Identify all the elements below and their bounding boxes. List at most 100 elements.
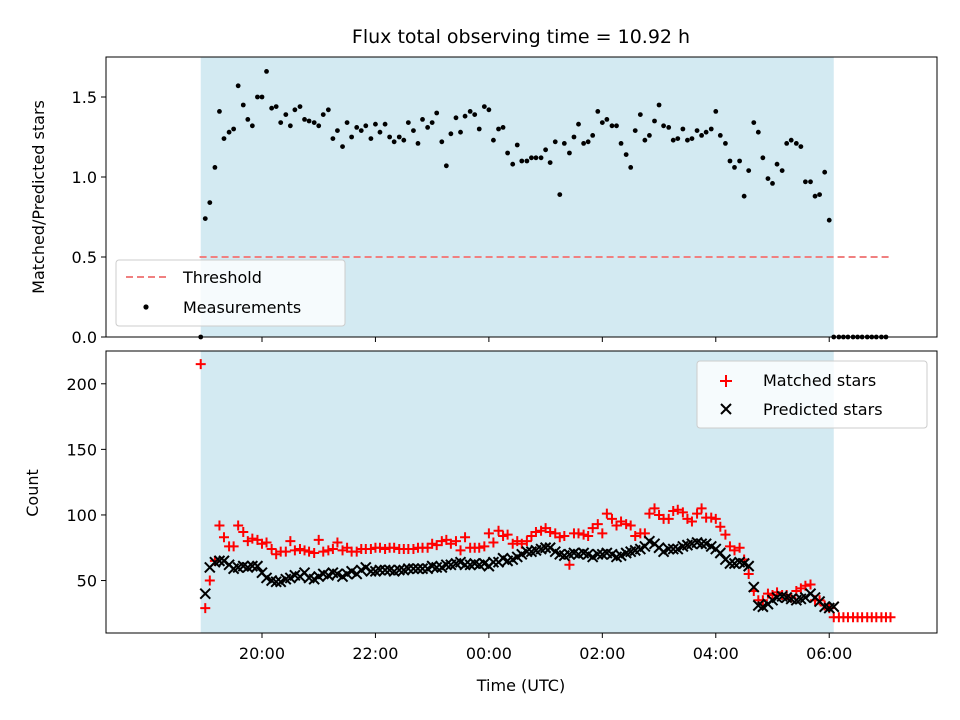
measurement-point — [590, 133, 596, 138]
predicted-star-marker — [662, 543, 675, 555]
measurement-point — [415, 141, 421, 146]
measurement-point — [302, 117, 307, 122]
measurement-point — [779, 168, 785, 174]
measurement-point — [642, 137, 648, 143]
measurement-point — [453, 115, 459, 121]
measurement-point — [623, 152, 629, 158]
matched-star-marker — [285, 536, 296, 547]
matched-star-marker — [332, 537, 343, 548]
measurement-point — [595, 109, 601, 114]
measurement-point — [505, 150, 511, 156]
top-axes-frame — [105, 56, 938, 338]
matched-star-marker — [455, 545, 466, 556]
top-y-tick-label: 1.0 — [72, 168, 97, 187]
matched-star-marker — [710, 513, 721, 524]
predicted-star-marker — [402, 563, 415, 575]
measurement-point — [377, 129, 383, 135]
measurement-point — [496, 126, 501, 132]
measurement-point — [316, 123, 322, 129]
top-panel: 0.0 0.5 1.0 1.5 Matched/Predicted stars Thr… — [29, 56, 938, 347]
top-legend: Threshold Measurements — [115, 259, 346, 327]
matched-star-marker — [374, 542, 385, 553]
predicted-star-marker — [379, 564, 391, 576]
legend-predicted-swatch — [720, 403, 732, 415]
measurement-point — [543, 147, 549, 153]
measurement-point — [448, 131, 454, 137]
measurement-point — [325, 107, 331, 113]
matched-star-marker — [238, 527, 249, 538]
predicted-star-marker — [251, 560, 264, 572]
measurement-point — [618, 141, 624, 146]
matched-star-marker — [805, 579, 816, 590]
predicted-star-marker — [440, 559, 453, 571]
matched-star-marker — [483, 528, 494, 539]
measurement-point — [770, 181, 775, 186]
measurement-point — [808, 179, 813, 185]
measurement-point — [462, 113, 468, 119]
measurement-point — [467, 109, 473, 114]
matched-star-marker — [734, 542, 745, 553]
measurement-point — [812, 193, 818, 199]
predicted-star-marker — [459, 559, 471, 571]
measurement-point — [732, 165, 737, 170]
matched-star-marker — [545, 527, 556, 538]
predicted-star-marker — [742, 560, 755, 572]
predicted-star-marker — [213, 555, 226, 567]
measurement-point — [755, 129, 761, 135]
legend-measurements-label: Measurements — [183, 298, 301, 317]
measurement-point — [519, 158, 525, 164]
matched-star-marker — [427, 538, 438, 549]
bottom-marks — [195, 359, 896, 623]
bottom-legend: Matched stars Predicted stars — [696, 360, 928, 429]
bottom-y-tick-label: 150 — [66, 440, 97, 459]
matched-star-marker — [592, 519, 603, 530]
predicted-star-marker — [412, 563, 424, 575]
measurement-point — [401, 137, 407, 143]
measurement-point — [249, 123, 255, 129]
matched-star-marker — [564, 559, 575, 570]
matched-star-marker — [672, 504, 683, 515]
measurement-point — [387, 134, 393, 140]
matched-star-marker — [200, 603, 211, 614]
matched-star-marker — [304, 546, 315, 557]
measurement-point — [491, 137, 496, 143]
measurement-point — [510, 161, 516, 167]
measurement-point — [632, 128, 638, 134]
measurement-point — [292, 107, 298, 113]
matched-star-marker — [408, 544, 419, 555]
measurement-point — [788, 137, 794, 143]
measurement-point — [552, 139, 558, 145]
measurement-point — [538, 155, 544, 161]
measurement-point — [335, 128, 340, 134]
measurement-point — [741, 193, 747, 199]
predicted-star-marker — [416, 563, 429, 575]
predicted-star-marker — [714, 547, 727, 559]
measurement-point — [486, 107, 492, 113]
bottom-x-tick-label: 00:00 — [466, 644, 512, 663]
measurement-point — [283, 112, 289, 117]
matched-star-marker — [715, 521, 726, 532]
measurement-point — [373, 121, 378, 127]
matched-star-marker — [587, 523, 598, 534]
measurement-point — [524, 158, 530, 164]
matched-star-marker — [460, 532, 471, 543]
measurement-point — [255, 94, 260, 100]
top-y-ticks: 0.0 0.5 1.0 1.5 — [72, 88, 106, 347]
measurement-point — [297, 104, 303, 109]
measurement-point — [259, 94, 265, 100]
matched-star-marker — [228, 541, 239, 552]
measurement-point — [826, 217, 832, 223]
matched-star-marker — [677, 507, 688, 518]
measurement-point — [567, 150, 572, 156]
predicted-star-marker — [724, 557, 736, 570]
measurement-point — [604, 117, 610, 122]
top-y-tick-label: 1.5 — [72, 88, 97, 107]
matched-star-marker — [218, 532, 229, 543]
matched-star-marker — [493, 525, 504, 536]
measurement-point — [571, 134, 577, 140]
measurement-point — [637, 112, 643, 117]
measurement-point — [609, 123, 615, 129]
measurement-point — [680, 126, 686, 132]
measurement-point — [481, 104, 487, 109]
matched-star-marker — [601, 508, 612, 519]
